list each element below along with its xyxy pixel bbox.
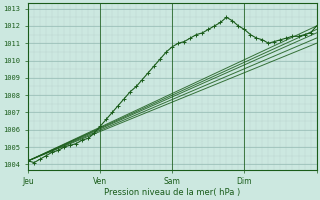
X-axis label: Pression niveau de la mer( hPa ): Pression niveau de la mer( hPa ) <box>104 188 240 197</box>
